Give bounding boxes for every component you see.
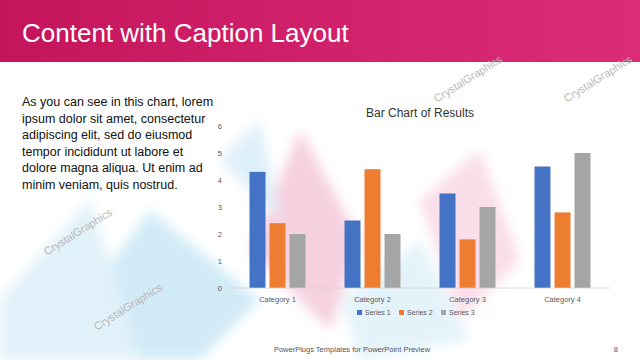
- legend-swatch: [399, 310, 404, 315]
- bar: [345, 221, 361, 289]
- bar: [440, 194, 456, 289]
- background-art: [0, 120, 520, 360]
- watermark: CrystalGraphics: [562, 53, 635, 105]
- x-axis-line: [230, 288, 610, 289]
- bar: [385, 234, 401, 288]
- bar: [555, 212, 571, 288]
- legend-label: Series 3: [449, 309, 475, 316]
- legend-swatch: [441, 310, 446, 315]
- bar: [480, 207, 496, 288]
- bar: [460, 239, 476, 288]
- bar: [290, 234, 306, 288]
- bar: [575, 153, 591, 288]
- y-tick-label: 5: [218, 149, 222, 158]
- x-tick-label: Category 4: [544, 295, 581, 304]
- caption-line: As you can see in this chart, lorem: [22, 95, 213, 109]
- header-bar: [0, 0, 640, 62]
- legend-label: Series 1: [365, 309, 391, 316]
- x-tick-label: Category 2: [354, 295, 391, 304]
- y-tick-label: 6: [218, 122, 222, 131]
- legend-label: Series 2: [407, 309, 433, 316]
- footer: PowerPlugs Templates for PowerPoint Prev…: [274, 345, 431, 354]
- x-tick-label: Category 3: [449, 295, 486, 304]
- caption-line: tempor incididunt ut labore et: [22, 145, 184, 159]
- caption-line: adipiscing elit, sed do eiusmod: [22, 128, 192, 142]
- caption-line: minim veniam, quis nostrud.: [22, 178, 178, 192]
- bar: [535, 167, 551, 289]
- watermark: CrystalGraphics: [92, 281, 165, 333]
- y-tick-label: 4: [218, 176, 222, 185]
- slide-title: Content with Caption Layout: [22, 18, 349, 48]
- watermark: CrystalGraphics: [42, 206, 115, 258]
- watermark: CrystalGraphics: [432, 53, 505, 105]
- caption-line: ipsum dolor sit amet, consectetur: [22, 112, 205, 126]
- bar: [250, 172, 266, 288]
- y-tick-label: 0: [218, 284, 222, 293]
- y-tick-label: 2: [218, 230, 222, 239]
- y-tick-label: 1: [218, 257, 222, 266]
- bar: [270, 223, 286, 288]
- bars: [250, 153, 591, 288]
- bg-shape: [0, 200, 140, 360]
- caption-line: dolore magna aliqua. Ut enim ad: [22, 161, 203, 175]
- y-tick-label: 3: [218, 203, 222, 212]
- chart-title: Bar Chart of Results: [366, 106, 474, 120]
- page-number: 8: [614, 345, 618, 354]
- x-tick-label: Category 1: [259, 295, 296, 304]
- legend-swatch: [357, 310, 362, 315]
- bar: [365, 169, 381, 288]
- slide: Content with Caption Layout CrystalGraphi…: [0, 0, 640, 360]
